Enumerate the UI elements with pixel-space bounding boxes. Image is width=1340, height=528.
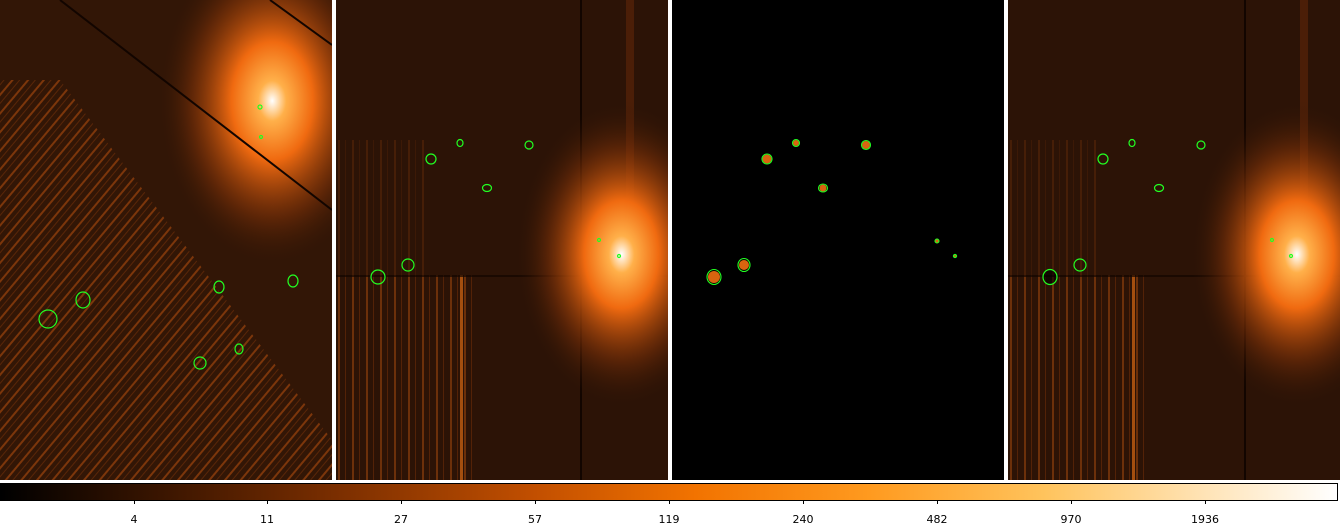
contour-region — [75, 291, 91, 309]
colorbar-tick-mark — [1205, 500, 1206, 504]
contour-region — [616, 253, 622, 259]
contour-region — [287, 274, 299, 288]
contour-region — [934, 238, 940, 244]
contour-region — [38, 309, 58, 329]
source-blobs — [708, 140, 957, 283]
image-panel-2[interactable] — [336, 0, 668, 480]
contour-region — [1042, 268, 1058, 286]
contour-region — [370, 269, 386, 285]
colorbar-tick-mark — [535, 500, 536, 504]
colorbar-tick-mark — [1071, 500, 1072, 504]
contour-region — [1196, 140, 1206, 150]
colorbar-tick-mark — [134, 500, 135, 504]
colorbar-tick-mark — [803, 500, 804, 504]
contour-region — [1128, 138, 1136, 148]
contour-regions-3 — [706, 138, 958, 286]
colorbar-tick-mark — [669, 500, 670, 504]
colorbar-tick-label: 1936 — [1191, 513, 1219, 526]
contour-region — [193, 356, 207, 370]
contour-region — [706, 268, 722, 286]
contour-region — [524, 140, 534, 150]
contour-region — [1269, 237, 1275, 243]
colorbar-tick-label: 4 — [130, 513, 138, 526]
contour-region — [860, 139, 872, 151]
colorbar-tick-label: 970 — [1060, 513, 1082, 526]
contour-region — [1097, 153, 1109, 165]
contour-region — [817, 183, 829, 193]
colorbar-tick-mark — [937, 500, 938, 504]
contour-region — [952, 253, 958, 259]
contour-region — [1288, 253, 1294, 259]
colorbar-tick-label: 482 — [926, 513, 948, 526]
image-panel-1[interactable] — [0, 0, 332, 480]
colorbar-tick-label: 57 — [528, 513, 542, 526]
contour-regions-1 — [38, 104, 299, 370]
colorbar-tick-label: 11 — [260, 513, 274, 526]
contour-region — [481, 183, 493, 193]
contour-region — [791, 138, 801, 148]
colorbar-tick-mark — [267, 500, 268, 504]
colorbar-tick-label: 27 — [394, 513, 408, 526]
contour-region — [213, 280, 225, 294]
contour-region — [257, 104, 263, 110]
contour-regions-2 — [370, 138, 622, 285]
contour-regions-4 — [1042, 138, 1294, 286]
contour-region — [401, 258, 415, 272]
contour-region — [596, 237, 602, 243]
contour-region — [737, 257, 751, 273]
colorbar — [0, 483, 1338, 501]
image-panel-4[interactable] — [1008, 0, 1340, 480]
contour-region — [1073, 258, 1087, 272]
colorbar-tick-mark — [401, 500, 402, 504]
contour-region — [258, 134, 264, 140]
colorbar-tick-label: 240 — [792, 513, 814, 526]
contour-region — [234, 343, 244, 355]
contour-region — [761, 153, 773, 165]
contour-region — [1153, 183, 1165, 193]
colorbar-tick-label: 119 — [658, 513, 680, 526]
image-panel-3[interactable] — [672, 0, 1004, 480]
contour-region — [425, 153, 437, 165]
contour-region — [456, 138, 464, 148]
